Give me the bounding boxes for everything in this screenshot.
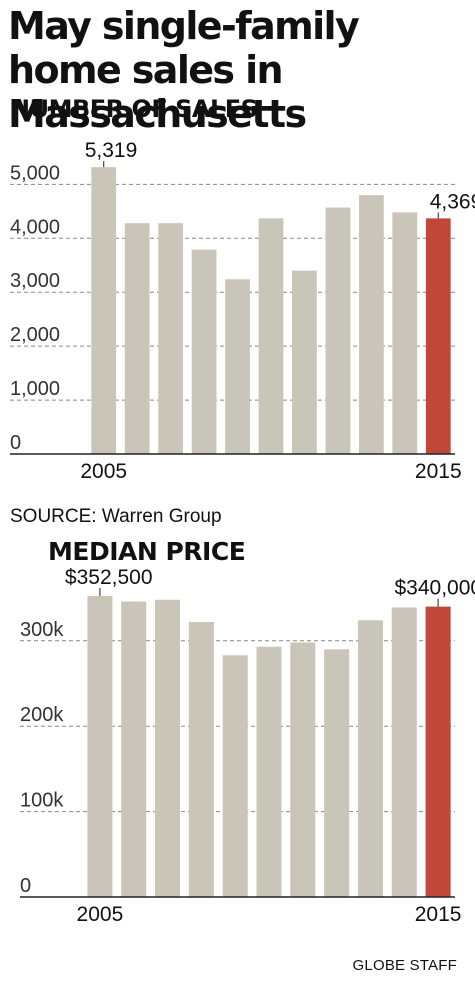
- bar: [258, 218, 284, 454]
- bar: [121, 601, 147, 897]
- y-tick-label: 100k: [20, 790, 64, 812]
- bar: [392, 212, 418, 454]
- bar: [222, 655, 248, 897]
- bar: [324, 649, 350, 897]
- bar: [357, 620, 383, 897]
- data-label: 5,319: [85, 139, 138, 162]
- data-label: $340,000: [394, 577, 475, 600]
- bar: [292, 270, 317, 454]
- x-tick-label: 2005: [77, 903, 124, 926]
- bar: [256, 646, 282, 897]
- y-tick-label: 300k: [20, 619, 64, 641]
- bar: [155, 599, 181, 897]
- sales-bar-chart: 0 1,000 2,000 3,000 4,000 5,000 2005 2015 5,319 4…: [10, 139, 475, 483]
- x-tick-label: 2005: [80, 460, 127, 483]
- y-tick-label: 200k: [20, 704, 64, 726]
- bar: [358, 195, 384, 454]
- source-note: SOURCE: Warren Group: [10, 506, 222, 527]
- y-tick-label: 5,000: [10, 162, 60, 184]
- bar: [91, 167, 117, 454]
- data-label: 4,369: [430, 190, 475, 213]
- price-bar-chart: 0 100k 200k 300k 2005 2015 $352,500 $340,000: [20, 566, 475, 926]
- chart-title: May single-family home sales in Massachu…: [8, 4, 360, 136]
- bar: [188, 621, 214, 897]
- credit-note: GLOBE STAFF: [352, 957, 457, 974]
- bar: [158, 223, 184, 454]
- x-tick-label: 2015: [415, 460, 462, 483]
- bar: [124, 223, 150, 454]
- bar: [225, 279, 250, 454]
- bar: [391, 607, 417, 897]
- y-tick-label: 1,000: [10, 378, 60, 400]
- y-tick-label: 4,000: [10, 216, 60, 238]
- bar: [191, 249, 217, 454]
- sales-chart-title: NUMBER OF SALES: [10, 95, 258, 123]
- y-tick-label: 0: [10, 432, 21, 454]
- y-tick-label: 0: [20, 875, 31, 897]
- y-tick-label: 3,000: [10, 270, 60, 292]
- highlight-bar: [425, 606, 451, 897]
- x-tick-label: 2015: [415, 903, 462, 926]
- y-tick-label: 2,000: [10, 324, 60, 346]
- bar: [87, 595, 113, 897]
- bar: [325, 207, 351, 454]
- data-label: $352,500: [65, 566, 153, 589]
- highlight-bar: [425, 218, 451, 454]
- bar: [290, 642, 316, 897]
- price-chart-title: MEDIAN PRICE: [48, 537, 246, 566]
